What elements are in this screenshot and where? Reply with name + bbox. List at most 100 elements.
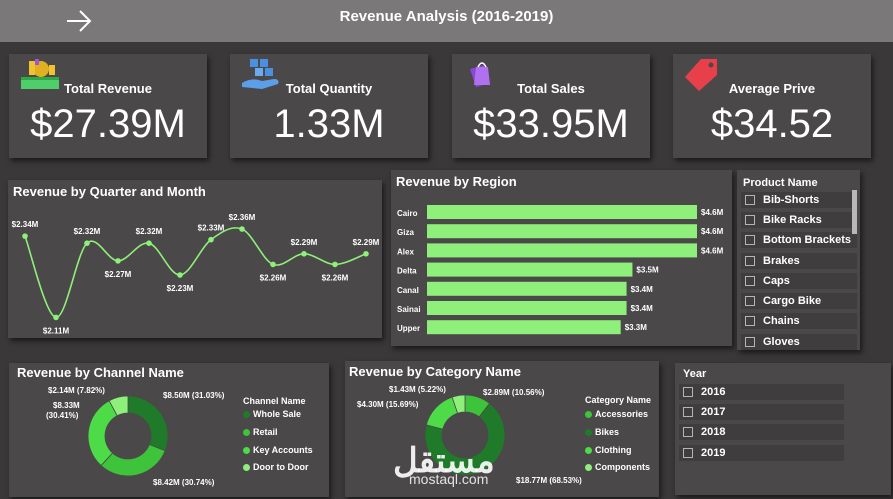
legend-label: Whole Sale (253, 409, 302, 419)
slicer-item-2017[interactable]: 2017 (679, 404, 844, 420)
legend-item-accessories[interactable]: Accessories (585, 409, 648, 419)
kpi-value: $33.95M (473, 102, 629, 146)
category-donut-chart: $2.89M (10.56%) $18.77M (68.53%) $4.30M (1… (357, 385, 582, 485)
slicer-item-2018[interactable]: 2018 (679, 424, 844, 440)
slice-label: $2.14M (7.82%) (48, 386, 105, 395)
slicer-item-caps[interactable]: Caps (741, 273, 857, 289)
checkbox[interactable] (745, 235, 755, 245)
slicer-item-label: 2019 (701, 447, 726, 459)
data-label: $4.6M (701, 208, 724, 217)
header-bar: Revenue Analysis (2016-2019) (0, 0, 893, 42)
legend-label: Door to Door (253, 462, 309, 472)
kpi-card-average-price: Average Prive $34.52 (673, 54, 871, 158)
checkbox[interactable] (683, 407, 693, 417)
legend-dot (243, 410, 250, 418)
bar (427, 262, 633, 277)
slicer-item-chains[interactable]: Chains (741, 313, 857, 329)
bar (427, 243, 697, 258)
legend-dot (585, 463, 592, 471)
checkbox[interactable] (745, 316, 755, 326)
channel-chart-panel: Revenue by Channel Name $8.50M (31.03%) $… (9, 363, 329, 497)
donut-slice (451, 394, 466, 414)
slicer-item-bib-shorts[interactable]: Bib-Shorts (741, 192, 857, 208)
data-point (146, 240, 152, 246)
legend-item-retail[interactable]: Retail (243, 427, 278, 437)
checkbox[interactable] (745, 256, 755, 266)
legend-title: Category Name (585, 395, 652, 405)
kpi-value: $34.52 (710, 102, 834, 146)
region-bar-chart: Cairo $4.6M Giza $4.6M Alex $4.6M Delta $3.5M Ca… (397, 205, 724, 335)
slice-label: $1.43M (5.22%) (389, 385, 446, 394)
slicer-item-bottom-brackets[interactable]: Bottom Brackets (741, 232, 857, 248)
legend-item-door-to-door[interactable]: Door to Door (243, 462, 309, 472)
year-slicer: Year 2016 2017 2018 2019 (675, 363, 891, 495)
kpi-label: Total Sales (517, 81, 585, 96)
checkbox[interactable] (683, 387, 693, 397)
watermark-logo: مستقل (393, 442, 495, 480)
legend-dot (243, 463, 250, 471)
data-label: $2.29M (353, 238, 380, 247)
donut-slice (127, 395, 169, 452)
category-chart-panel: Revenue by Category Name $2.89M (10.56%)… (345, 361, 659, 497)
checkbox[interactable] (683, 448, 693, 458)
data-label: $2.26M (260, 273, 287, 282)
legend-dot (585, 446, 592, 454)
scrollbar-thumb[interactable] (852, 190, 857, 234)
back-arrow-icon[interactable] (64, 8, 94, 34)
slicer-item-label: Bike Racks (763, 214, 822, 226)
quarter-month-chart-panel: Revenue by Quarter and Month $2.34M $2.11… (8, 180, 382, 338)
legend-item-key-accounts[interactable]: Key Accounts (243, 445, 313, 455)
category-label: Cairo (397, 209, 418, 218)
legend-item-bikes[interactable]: Bikes (585, 427, 619, 437)
page-title: Revenue Analysis (2016-2019) (339, 8, 554, 25)
slicer-item-label: Bib-Shorts (763, 194, 820, 206)
category-label: Alex (397, 247, 414, 256)
checkbox[interactable] (745, 296, 755, 306)
category-label: Giza (397, 228, 414, 237)
legend-item-components[interactable]: Components (585, 462, 650, 472)
data-point (22, 233, 28, 239)
legend-label: Clothing (595, 445, 632, 455)
slice-label: $18.77M (68.53%) (516, 476, 582, 485)
data-label: $2.32M (74, 227, 101, 236)
category-label: Delta (397, 267, 417, 276)
slice-label: $4.30M (15.69%) (357, 400, 419, 409)
data-label: $2.29M (291, 238, 318, 247)
legend-item-clothing[interactable]: Clothing (585, 445, 632, 455)
slicer-item-bike-racks[interactable]: Bike Racks (741, 212, 857, 228)
channel-donut-chart: $8.50M (31.03%) $8.42M (30.74%) $8.33M(30.… (46, 386, 225, 487)
data-point (115, 258, 121, 264)
checkbox[interactable] (683, 427, 693, 437)
donut-slice (100, 443, 166, 477)
kpi-card-total-quantity: Total Quantity 1.33M (230, 54, 428, 158)
data-label: $2.11M (43, 326, 70, 335)
data-point (301, 251, 307, 257)
checkbox[interactable] (745, 337, 755, 347)
bar (427, 320, 621, 335)
donut-slice (424, 402, 506, 476)
slice-label: $2.89M (10.56%) (483, 388, 545, 397)
kpi-card-total-revenue: Total Revenue $27.39M (9, 54, 207, 158)
slicer-item-2019[interactable]: 2019 (679, 445, 844, 461)
legend-label: Components (595, 462, 650, 472)
price-tag-icon (685, 59, 717, 91)
slicer-item-2016[interactable]: 2016 (679, 384, 844, 400)
kpi-label: Total Revenue (64, 81, 152, 96)
checkbox[interactable] (745, 195, 755, 205)
checkbox[interactable] (745, 215, 755, 225)
slicer-item-gloves[interactable]: Gloves (741, 334, 857, 350)
slicer-title: Year (683, 368, 707, 380)
slicer-item-cargo-bike[interactable]: Cargo Bike (741, 293, 857, 309)
slicer-item-label: 2017 (701, 406, 726, 418)
slicer-item-brakes[interactable]: Brakes (741, 253, 857, 269)
data-point (53, 314, 59, 321)
legend-dot (585, 428, 592, 436)
shopping-bags-icon (470, 62, 490, 87)
slicer-item-label: 2016 (701, 386, 726, 398)
legend-label: Key Accounts (253, 445, 313, 455)
legend-item-whole-sale[interactable]: Whole Sale (243, 409, 301, 419)
checkbox[interactable] (745, 276, 755, 286)
chart-title: Revenue by Region (396, 174, 517, 189)
chart-title: Revenue by Quarter and Month (13, 184, 206, 199)
money-bag-icon (21, 59, 59, 89)
